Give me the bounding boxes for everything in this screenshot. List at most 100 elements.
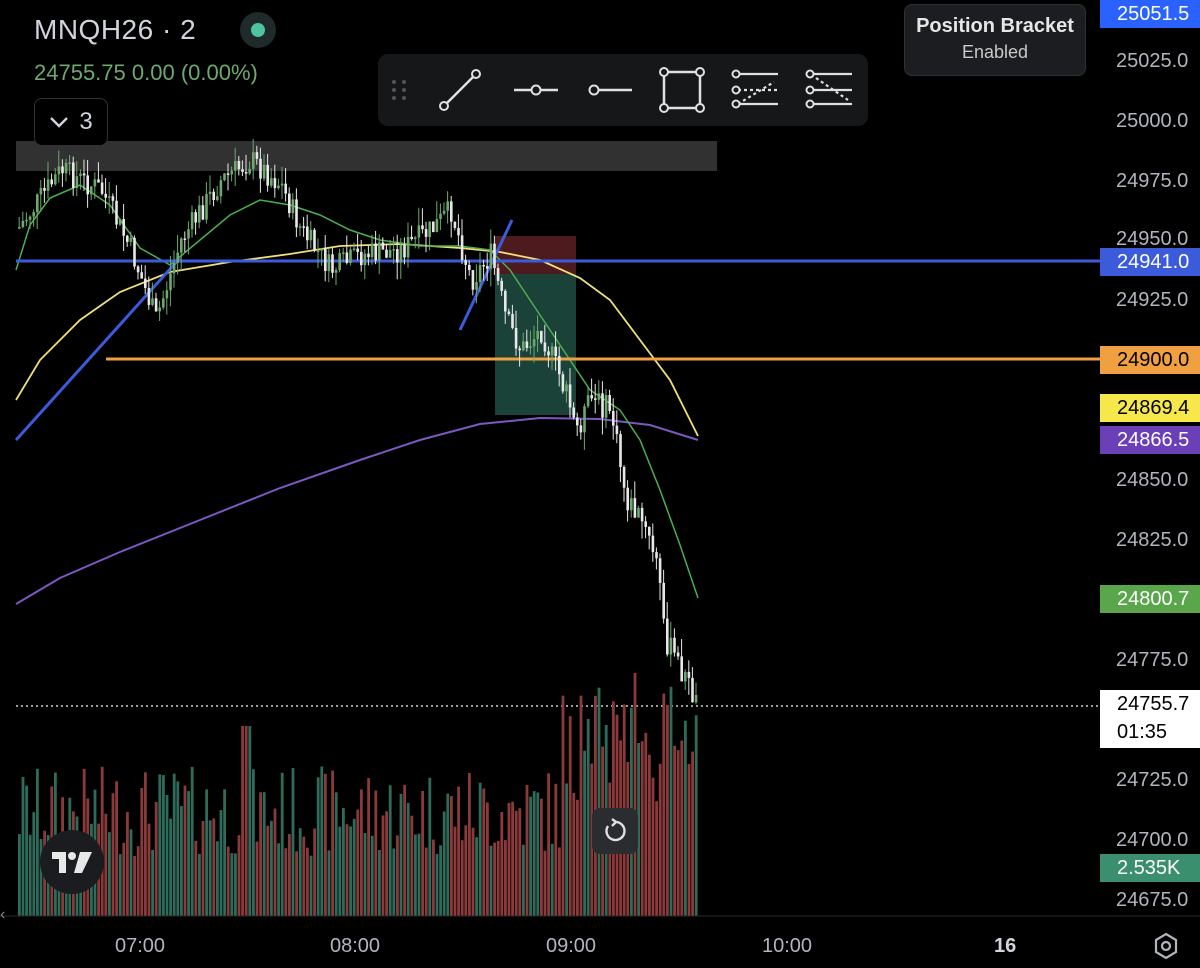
trend-line-icon[interactable]	[432, 64, 488, 116]
resistance-zone[interactable]	[16, 141, 717, 171]
candle-body	[381, 242, 385, 250]
volume-bar	[586, 718, 590, 916]
volume-bar	[694, 715, 698, 916]
candle-body	[183, 238, 187, 240]
volume-bar	[450, 796, 453, 916]
volume-bar	[529, 796, 532, 916]
volume-bar	[439, 845, 442, 916]
candle-body	[572, 407, 575, 418]
volume-bar	[183, 785, 187, 916]
drag-handle-icon[interactable]	[384, 64, 414, 116]
price-tick: 24700.0	[1116, 829, 1189, 851]
candle-body	[273, 178, 277, 189]
volume-bar	[486, 802, 489, 916]
candle-body	[385, 249, 388, 258]
indicators-collapse-button[interactable]: 3	[34, 98, 108, 146]
candle-body	[424, 229, 428, 237]
yellow-ma-price-label: 24869.4	[1100, 394, 1200, 422]
volume-bar	[547, 773, 550, 916]
candle-body	[241, 169, 244, 172]
candle-body	[144, 278, 147, 288]
tradingview-logo[interactable]	[40, 830, 104, 894]
horizontal-ray-icon[interactable]	[508, 64, 564, 116]
candle-body	[453, 221, 457, 228]
price-tick: 24850.0	[1116, 469, 1189, 491]
volume-bar	[489, 845, 493, 916]
candle-body	[205, 193, 208, 220]
candle-body	[187, 229, 190, 239]
chevron-down-icon	[50, 117, 69, 128]
time-tick-day: 16	[994, 935, 1017, 957]
trend-line-left[interactable]	[14, 256, 182, 442]
candle-body	[619, 434, 622, 467]
position-stop-zone[interactable]	[495, 236, 576, 274]
volume-bar	[565, 783, 568, 916]
candle-body	[140, 272, 143, 279]
volume-bar	[194, 840, 198, 916]
rectangle-icon[interactable]	[654, 64, 710, 116]
position-bracket-badge[interactable]: Position Bracket Enabled	[904, 4, 1086, 76]
volume-bar	[687, 763, 691, 916]
volume-bar	[673, 745, 676, 916]
horizontal-line-icon[interactable]	[582, 64, 638, 116]
candle-body	[93, 179, 97, 187]
candle-body	[284, 183, 287, 194]
candle-body	[262, 164, 266, 179]
candle-body	[349, 249, 352, 263]
candle-body	[547, 351, 550, 356]
parallel-channel-icon[interactable]	[728, 64, 784, 116]
volume-bar	[590, 763, 594, 916]
volume-bar	[406, 802, 410, 916]
volume-bar	[237, 835, 241, 916]
purple-ma-price-label: 24866.5	[1100, 426, 1200, 454]
volume-bar	[475, 837, 478, 916]
candle-body	[169, 273, 172, 291]
volume-bar	[111, 793, 115, 916]
volume-bar	[129, 829, 133, 916]
volume-bar	[190, 766, 194, 916]
candle-body	[388, 249, 392, 258]
volume-bar	[558, 847, 561, 916]
candle-body	[342, 252, 345, 254]
volume-bar	[446, 793, 450, 916]
settings-icon[interactable]	[1152, 932, 1180, 960]
time-tick: 10:00	[762, 935, 813, 957]
volume-bar	[349, 826, 352, 916]
fib-retracement-icon[interactable]	[802, 64, 858, 116]
candle-body	[684, 671, 687, 682]
candle-body	[360, 251, 363, 266]
volume-bar	[280, 772, 284, 916]
trend-line-right[interactable]	[458, 219, 514, 331]
volume-bar	[648, 754, 651, 916]
candle-body	[97, 179, 100, 183]
purple-moving-average	[15, 416, 699, 605]
reset-chart-button[interactable]	[592, 808, 638, 854]
candle-body	[324, 248, 327, 272]
candle-body	[406, 236, 410, 258]
candle-body	[151, 298, 154, 305]
candle-body	[50, 179, 53, 185]
volume-bar	[421, 790, 424, 916]
candle-body	[280, 183, 284, 186]
market-status-icon[interactable]	[240, 12, 276, 48]
volume-bar	[464, 825, 468, 916]
last-price-value: 24755.75	[34, 60, 126, 85]
volume-bar	[363, 833, 367, 916]
candle-body	[450, 201, 453, 222]
volume-bar	[108, 832, 111, 916]
tradingview-logo-icon	[52, 852, 92, 873]
position-target-zone[interactable]	[495, 274, 576, 415]
candle-body	[511, 314, 514, 328]
scroll-left-icon[interactable]: ‹	[0, 906, 6, 923]
volume-bar	[453, 826, 457, 916]
candle-body	[295, 199, 298, 228]
volume-bar	[410, 815, 414, 916]
volume-bar	[284, 848, 288, 916]
volume-bar	[262, 792, 266, 916]
candle-body	[165, 290, 169, 299]
volume-bar	[255, 841, 259, 916]
candle-body	[568, 384, 572, 408]
candle-body	[158, 307, 161, 312]
symbol-title[interactable]: MNQH26 · 2	[34, 14, 197, 45]
candle-body	[615, 425, 619, 435]
